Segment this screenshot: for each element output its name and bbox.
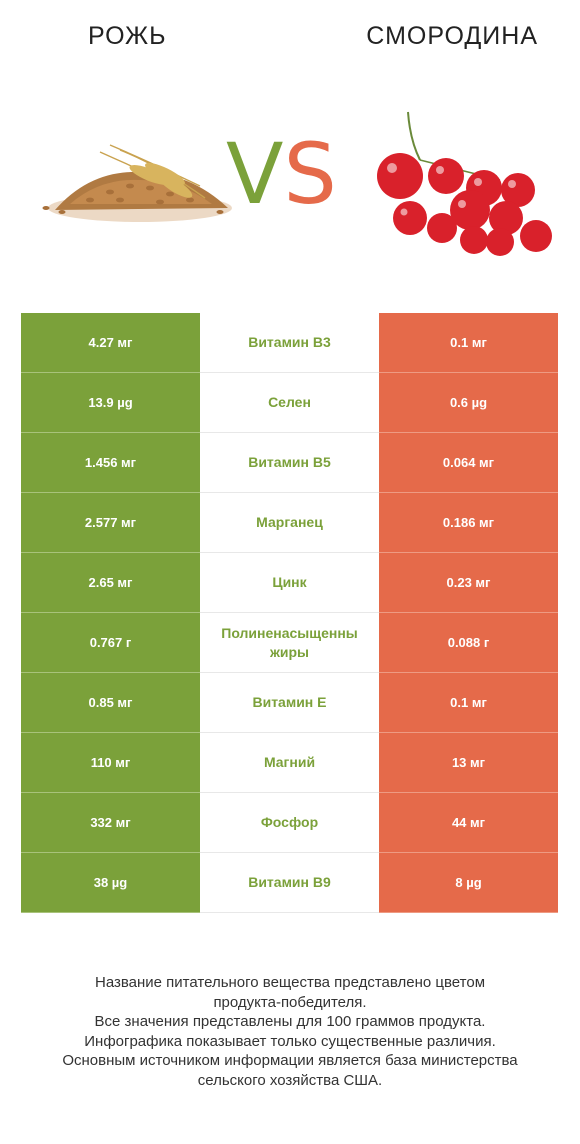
left-value: 4.27 мг (21, 313, 200, 373)
left-value: 38 µg (21, 853, 200, 913)
left-value: 0.85 мг (21, 673, 200, 733)
vs-s: S (283, 125, 337, 223)
nutrient-name: Селен (200, 373, 379, 433)
nutrient-name-line2: жиры (269, 643, 310, 660)
right-value: 0.1 мг (379, 313, 558, 373)
table-row: 38 µg Витамин B9 8 µg (21, 853, 558, 913)
nutrient-name: Витамин B5 (200, 433, 379, 493)
right-value: 13 мг (379, 733, 558, 793)
table-row: 110 мг Магний 13 мг (21, 733, 558, 793)
header: РОЖЬ СМОРОДИНА (0, 22, 580, 62)
product-illustrations (42, 111, 552, 256)
table-row: 13.9 µg Селен 0.6 µg (21, 373, 558, 433)
nutrient-name: Магний (200, 733, 379, 793)
footer-line: Все значения представлены для 100 граммо… (94, 1013, 486, 1030)
footer-line: Инфографика показывает только существенн… (84, 1032, 496, 1050)
right-value: 0.064 мг (379, 433, 558, 493)
table-row: 1.456 мг Витамин B5 0.064 мг (21, 433, 558, 493)
footer-line: Название питательного вещества представл… (94, 974, 486, 991)
left-value: 2.577 мг (21, 493, 200, 553)
nutrient-name: Марганец (200, 493, 379, 553)
nutrient-name: Полиненасыщенны жиры (200, 613, 379, 673)
right-value: 44 мг (379, 793, 558, 853)
nutrient-name: Витамин B3 (200, 313, 379, 373)
right-value: 0.6 µg (379, 373, 558, 433)
left-value: 332 мг (21, 793, 200, 853)
nutrient-name: Фосфор (200, 793, 379, 853)
left-product-title: РОЖЬ (88, 22, 167, 50)
vs-v: V (226, 125, 284, 223)
table-row: 0.85 мг Витамин E 0.1 мг (21, 673, 558, 733)
right-product-title: СМОРОДИНА (366, 22, 538, 50)
right-value: 0.186 мг (379, 493, 558, 553)
footer-notes: Название питательного вещества представл… (20, 973, 560, 1090)
footer-line: продукта-победителя. (213, 993, 367, 1011)
nutrient-name: Цинк (200, 553, 379, 613)
rye-grain-icon (42, 144, 232, 222)
comparison-table: 4.27 мг Витамин B3 0.1 мг 13.9 µg Селен … (21, 313, 558, 913)
nutrient-name: Витамин E (200, 673, 379, 733)
nutrient-name: Витамин B9 (200, 853, 379, 913)
footer-line: Основным источником информации является … (62, 1052, 518, 1069)
table-row: 4.27 мг Витамин B3 0.1 мг (21, 313, 558, 373)
left-value: 1.456 мг (21, 433, 200, 493)
left-value: 13.9 µg (21, 373, 200, 433)
right-value: 0.088 г (379, 613, 558, 673)
table-row: 0.767 г Полиненасыщенны жиры 0.088 г (21, 613, 558, 673)
table-row: 2.65 мг Цинк 0.23 мг (21, 553, 558, 613)
right-value: 0.1 мг (379, 673, 558, 733)
left-value: 110 мг (21, 733, 200, 793)
right-value: 8 µg (379, 853, 558, 913)
currant-berries-icon (377, 111, 552, 256)
left-value: 0.767 г (21, 613, 200, 673)
right-value: 0.23 мг (379, 553, 558, 613)
nutrient-name-line1: Полиненасыщенны (221, 625, 358, 642)
table-row: 332 мг Фосфор 44 мг (21, 793, 558, 853)
left-value: 2.65 мг (21, 553, 200, 613)
footer-line: сельского хозяйства США. (197, 1071, 383, 1089)
table-row: 2.577 мг Марганец 0.186 мг (21, 493, 558, 553)
vs-label: VS (226, 132, 337, 216)
